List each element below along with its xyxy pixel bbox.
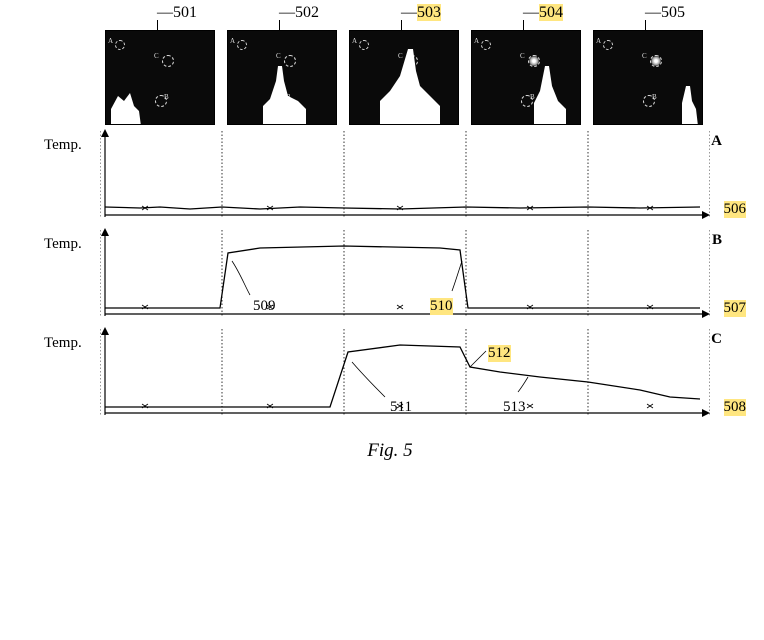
frame-503: —503ABC — [349, 30, 459, 125]
hand-silhouette — [472, 31, 581, 125]
chart-c: Temp.C508512511513 — [50, 327, 730, 422]
frame-504: —504ABC — [471, 30, 581, 125]
callout-508: 508 — [724, 399, 747, 416]
panel-label-c: C — [711, 331, 722, 348]
thermal-frames-row: —501ABC—502ABC—503ABC—504ABC—505ABC — [105, 30, 730, 125]
y-axis-label: Temp. — [44, 335, 82, 352]
figure-caption: Fig. 5 — [50, 440, 730, 462]
frame-501: —501ABC — [105, 30, 215, 125]
plot-svg — [100, 228, 710, 323]
callout-511: 511 — [390, 399, 412, 416]
thermal-frame: ABC — [593, 30, 703, 125]
callout-510: 510 — [430, 298, 453, 315]
plot-svg — [100, 129, 710, 224]
panel-label-a: A — [711, 133, 722, 150]
callout-509: 509 — [253, 298, 276, 315]
patent-figure: —501ABC—502ABC—503ABC—504ABC—505ABC Temp… — [50, 30, 730, 462]
thermal-frame: ABC — [471, 30, 581, 125]
callout-512: 512 — [488, 345, 511, 362]
hand-silhouette — [106, 31, 215, 125]
panel-label-b: B — [712, 232, 722, 249]
callout-507: 507 — [724, 300, 747, 317]
y-axis-label: Temp. — [44, 137, 82, 154]
frame-505: —505ABC — [593, 30, 703, 125]
callout-506: 506 — [724, 201, 747, 218]
thermal-frame: ABC — [105, 30, 215, 125]
frame-label-504: —504 — [523, 4, 563, 22]
frame-label-502: —502 — [279, 4, 319, 22]
hand-silhouette — [350, 31, 459, 125]
hand-silhouette — [228, 31, 337, 125]
chart-a: Temp.A506 — [50, 129, 730, 224]
frame-label-505: —505 — [645, 4, 685, 22]
thermal-frame: ABC — [227, 30, 337, 125]
frame-502: —502ABC — [227, 30, 337, 125]
charts-area: Temp.A506Temp.B507509510Temp.C5085125115… — [50, 129, 730, 422]
frame-label-503: —503 — [401, 4, 441, 22]
y-axis-label: Temp. — [44, 236, 82, 253]
frame-label-501: —501 — [157, 4, 197, 22]
thermal-frame: ABC — [349, 30, 459, 125]
callout-513: 513 — [503, 399, 526, 416]
chart-b: Temp.B507509510 — [50, 228, 730, 323]
hand-silhouette — [594, 31, 703, 125]
